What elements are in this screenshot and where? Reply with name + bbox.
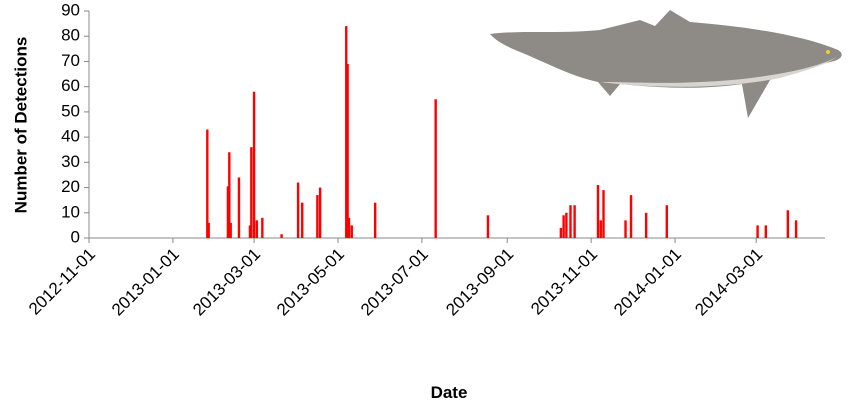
chart: Date Number of Detections 0 10 20 30 40 50 60 7…	[0, 0, 856, 408]
y-tick-label: 50	[61, 101, 80, 120]
x-tick-label: 2014-03-01	[691, 245, 766, 320]
y-tick-label: 90	[61, 0, 80, 19]
shark-eye	[826, 50, 830, 54]
y-tick-label: 80	[61, 26, 80, 45]
bar	[348, 218, 350, 238]
y-tick-label: 20	[61, 177, 80, 196]
y-tick-label: 0	[71, 227, 80, 246]
x-tick-label: 2013-05-01	[273, 245, 348, 320]
x-tick-label: 2012-11-01	[25, 245, 99, 319]
bar	[487, 215, 489, 238]
bar	[261, 218, 263, 238]
x-tick-label: 2013-09-01	[442, 245, 517, 320]
y-tick-label: 60	[61, 76, 80, 95]
bar	[253, 92, 255, 238]
y-tick-label: 70	[61, 51, 80, 70]
bar	[229, 223, 231, 238]
bar	[562, 215, 564, 238]
y-tick-label: 30	[61, 152, 80, 171]
bar	[756, 225, 758, 238]
shark-illustration	[490, 10, 842, 118]
bar	[346, 64, 348, 238]
shark-body	[490, 10, 842, 118]
bar	[597, 185, 599, 238]
x-tick-label: 2014-01-01	[610, 245, 685, 320]
bar	[565, 213, 567, 238]
x-axis-title: Date	[431, 383, 468, 402]
bar	[256, 220, 258, 238]
bar	[569, 205, 571, 238]
x-tick-label: 2013-01-01	[108, 245, 183, 320]
x-tick-label: 2013-11-01	[527, 245, 601, 319]
bar	[630, 195, 632, 238]
bar	[351, 225, 353, 238]
bar	[600, 220, 602, 238]
y-axis-title: Number of Detections	[11, 37, 30, 214]
page: {"chart_data": {"type": "bar", "x_label"…	[0, 0, 856, 408]
bar	[645, 213, 647, 238]
y-tick-label: 40	[61, 127, 80, 146]
bar	[297, 183, 299, 238]
bar	[787, 210, 789, 238]
bar	[374, 203, 376, 238]
bar	[319, 188, 321, 238]
bar	[602, 190, 604, 238]
bar	[250, 147, 252, 238]
bar	[795, 220, 797, 238]
y-tick-label: 10	[61, 202, 80, 221]
bar	[316, 195, 318, 238]
bar	[765, 225, 767, 238]
bar	[666, 205, 668, 238]
bar	[624, 220, 626, 238]
x-tick-label: 2013-03-01	[189, 245, 264, 320]
bar	[238, 177, 240, 238]
bar	[280, 234, 282, 238]
bar	[560, 228, 562, 238]
bar	[301, 203, 303, 238]
bar	[207, 223, 209, 238]
bar	[434, 99, 436, 238]
bar	[206, 130, 208, 238]
x-tick-label: 2013-07-01	[357, 245, 432, 320]
bar	[573, 205, 575, 238]
